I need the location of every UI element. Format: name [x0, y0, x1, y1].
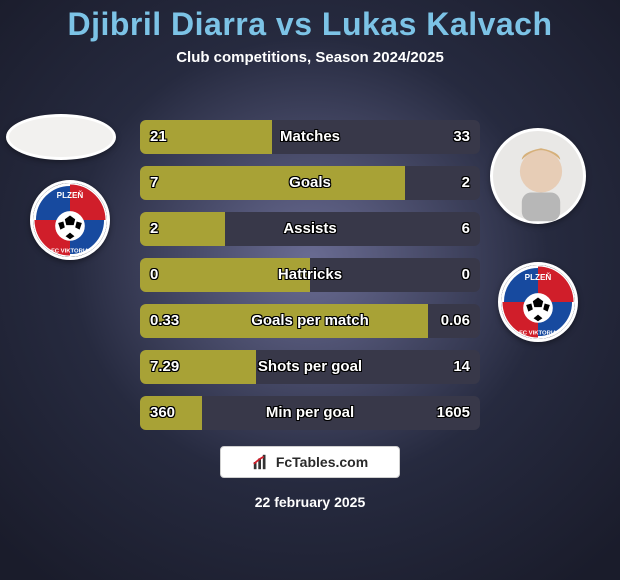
brand-label: FcTables.com: [276, 454, 368, 470]
stat-value-left: 7: [150, 166, 158, 200]
stat-value-right: 14: [453, 350, 470, 384]
club-left-badge: PLZEŇ FC VIKTORIA: [30, 180, 110, 260]
avatar-placeholder-icon: [6, 114, 116, 160]
stat-value-left: 7.29: [150, 350, 179, 384]
stat-value-right: 0: [462, 258, 470, 292]
stat-bar: Goals7 2: [140, 166, 480, 200]
stat-label: Hattricks: [140, 258, 480, 292]
stat-value-left: 2: [150, 212, 158, 246]
stats-container: Matches2133Goals72Assists26Hattricks00Go…: [140, 120, 480, 442]
stat-value-left: 0.33: [150, 304, 179, 338]
svg-text:FC VIKTORIA: FC VIKTORIA: [51, 249, 89, 255]
stat-bar: Min per goal360 1605: [140, 396, 480, 430]
subtitle: Club competitions, Season 2024/2025: [0, 49, 620, 66]
stat-value-left: 21: [150, 120, 167, 154]
avatar-placeholder-icon: [490, 128, 586, 224]
stat-bar: Assists2 6: [140, 212, 480, 246]
date-label: 22 february 2025: [0, 494, 620, 510]
stat-bar: Matches21 33: [140, 120, 480, 154]
brand-badge[interactable]: FcTables.com: [220, 446, 400, 478]
svg-text:PLZEŇ: PLZEŇ: [57, 189, 84, 200]
stat-bar: Hattricks0 0: [140, 258, 480, 292]
stat-value-right: 2: [462, 166, 470, 200]
stat-label: Assists: [140, 212, 480, 246]
stat-value-right: 6: [462, 212, 470, 246]
stat-label: Min per goal: [140, 396, 480, 430]
stat-bar: Shots per goal7.29 14: [140, 350, 480, 384]
stat-value-right: 33: [453, 120, 470, 154]
svg-text:FC VIKTORIA: FC VIKTORIA: [519, 331, 557, 337]
stat-label: Shots per goal: [140, 350, 480, 384]
stat-value-left: 0: [150, 258, 158, 292]
page-title: Djibril Diarra vs Lukas Kalvach: [0, 6, 620, 43]
brand-logo-icon: [252, 453, 270, 471]
stat-value-right: 0.06: [441, 304, 470, 338]
stat-value-right: 1605: [437, 396, 470, 430]
svg-text:PLZEŇ: PLZEŇ: [525, 271, 552, 282]
plzen-crest-icon: PLZEŇ FC VIKTORIA: [33, 183, 107, 257]
player-right-avatar: [490, 128, 586, 224]
stat-value-left: 360: [150, 396, 175, 430]
stat-label: Goals per match: [140, 304, 480, 338]
stat-bar: Goals per match0.33 0.06: [140, 304, 480, 338]
club-right-badge: PLZEŇ FC VIKTORIA: [498, 262, 578, 342]
plzen-crest-icon: PLZEŇ FC VIKTORIA: [501, 265, 575, 339]
stat-label: Goals: [140, 166, 480, 200]
stat-label: Matches: [140, 120, 480, 154]
